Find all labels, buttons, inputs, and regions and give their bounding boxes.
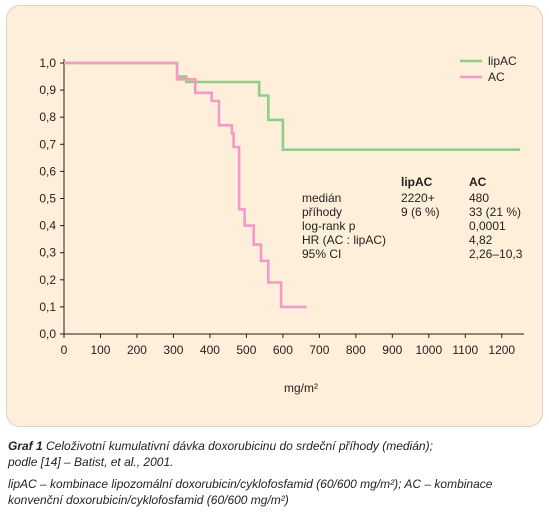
stats-cell: 2,26–10,3 (469, 247, 523, 261)
stats-header: lipAC (401, 175, 433, 189)
stats-row-label: log-rank p (302, 219, 356, 233)
stats-row-label: medián (302, 191, 341, 205)
chart-axes: 0,0 0,1 0,2 0,3 0,4 0,5 0,6 0,7 0,8 0,9 1,0 0 100 200… (39, 56, 524, 357)
stats-row-label: příhody (302, 205, 342, 219)
y-tick-label: 0,5 (39, 192, 56, 206)
stats-cell: 0,0001 (469, 219, 506, 233)
stats-cell: 33 (21 %) (469, 205, 521, 219)
stats-row-label: HR (AC : lipAC) (302, 233, 386, 247)
chart-series (64, 61, 520, 309)
y-tick-label: 0,0 (39, 327, 56, 341)
x-tick-label: 1100 (452, 343, 478, 357)
caption-footnote-2: konvenční doxorubicin/cyklofosfamid (60/… (8, 493, 289, 507)
y-tick-label: 0,9 (39, 83, 56, 97)
stats-cell: 4,82 (469, 233, 493, 247)
legend-label-lipac: lipAC (488, 54, 517, 68)
figure-caption: Graf 1 Celoživotní kumulativní dávka dox… (8, 438, 544, 508)
stats-cell: 9 (6 %) (401, 205, 440, 219)
x-axis-label: mg/m² (284, 381, 318, 395)
stats-header: AC (469, 175, 487, 189)
stats-cell: 2220+ (401, 191, 435, 205)
y-tick-label: 1,0 (39, 56, 56, 70)
x-tick-label: 600 (273, 343, 293, 357)
x-tick-label: 700 (309, 343, 329, 357)
caption-source: podle [14] – Batist, et al., 2001. (8, 455, 174, 469)
x-tick-label: 100 (90, 343, 110, 357)
x-tick-label: 1200 (488, 343, 515, 357)
survival-chart: 0,0 0,1 0,2 0,3 0,4 0,5 0,6 0,7 0,8 0,9 1,0 0 100 200… (39, 54, 524, 395)
y-tick-label: 0,2 (39, 273, 56, 287)
x-tick-label: 200 (127, 343, 147, 357)
y-tick-label: 0,4 (39, 219, 56, 233)
caption-label: Graf 1 (8, 439, 43, 453)
y-tick-label: 0,1 (39, 300, 56, 314)
stats-row-label: 95% CI (302, 247, 341, 261)
y-tick-label: 0,3 (39, 246, 56, 260)
x-tick-label: 0 (61, 343, 68, 357)
x-tick-label: 300 (163, 343, 183, 357)
caption-title-line: Graf 1 Celoživotní kumulativní dávka dox… (8, 438, 544, 454)
series-line-lipac (64, 61, 520, 151)
stats-table: lipAC AC medián 2220+ 480 příhody 9 (6 %) 33 (2… (302, 175, 523, 261)
y-tick-label: 0,7 (39, 137, 56, 151)
series-line-ac (64, 61, 307, 309)
x-tick-label: 400 (200, 343, 220, 357)
caption-title: Celoživotní kumulativní dávka doxorubici… (46, 439, 433, 453)
y-tick-label: 0,6 (39, 164, 56, 178)
chart-panel: 0,0 0,1 0,2 0,3 0,4 0,5 0,6 0,7 0,8 0,9 1,0 0 100 200… (6, 5, 543, 427)
x-tick-label: 1000 (415, 343, 442, 357)
legend-label-ac: AC (488, 70, 505, 84)
caption-footnote-1: lipAC – kombinace lipozomální doxorubici… (8, 477, 493, 491)
chart-legend: lipAC AC (460, 54, 517, 84)
y-tick-label: 0,8 (39, 110, 56, 124)
x-tick-label: 900 (382, 343, 402, 357)
x-tick-label: 800 (346, 343, 366, 357)
stats-cell: 480 (469, 191, 489, 205)
x-tick-label: 500 (236, 343, 256, 357)
